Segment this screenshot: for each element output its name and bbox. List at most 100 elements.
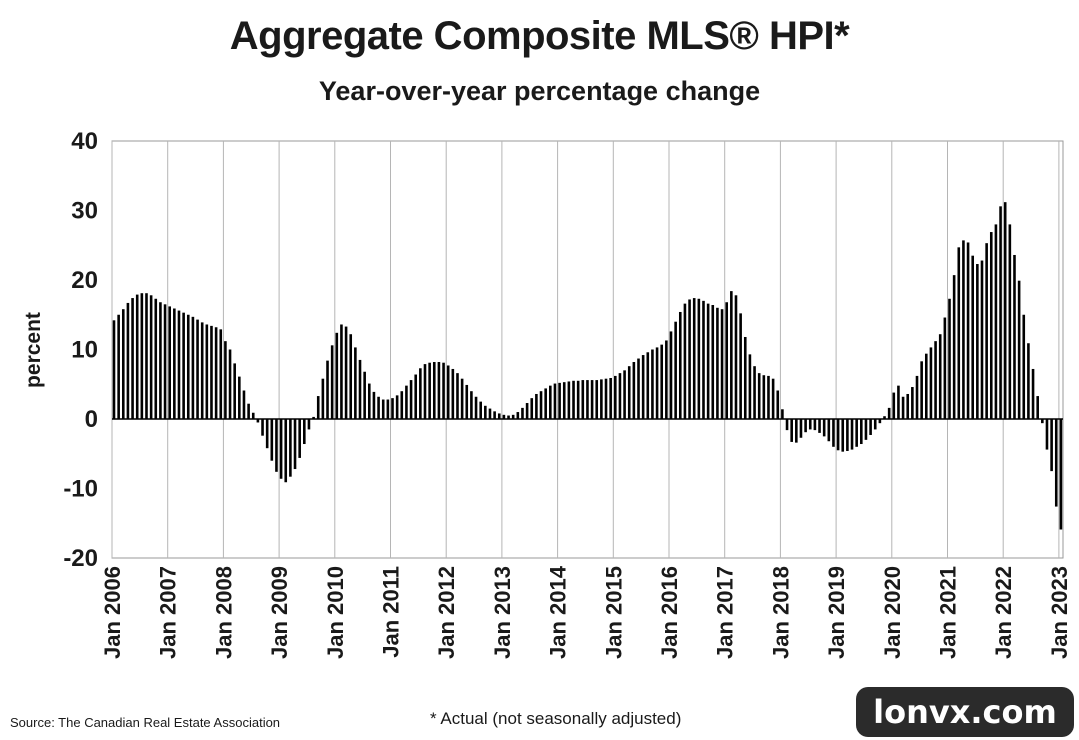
bar <box>400 391 404 419</box>
bar <box>938 334 942 419</box>
bar <box>646 352 650 419</box>
bar <box>665 340 668 419</box>
bar <box>177 310 181 419</box>
bar <box>303 419 306 445</box>
bar <box>479 401 482 419</box>
bar <box>265 419 269 449</box>
bar <box>869 419 872 435</box>
bar <box>386 399 390 419</box>
bar <box>377 396 380 419</box>
bar <box>391 398 394 419</box>
bar <box>497 413 501 419</box>
bar <box>535 393 538 419</box>
bar <box>186 314 190 419</box>
bar <box>757 373 761 419</box>
bar <box>785 419 789 431</box>
bar <box>1050 419 1053 472</box>
bar <box>887 407 891 419</box>
bar <box>312 416 315 419</box>
bar <box>238 376 241 419</box>
bar <box>576 380 580 419</box>
bar <box>1054 419 1058 507</box>
bar <box>748 354 752 419</box>
x-tick-label: Jan 2019 <box>824 566 849 659</box>
bar <box>516 412 520 419</box>
bar <box>219 329 223 419</box>
bar <box>627 366 631 419</box>
bar <box>860 419 863 445</box>
bar <box>251 412 255 419</box>
bar <box>521 407 524 419</box>
x-tick-label: Jan 2007 <box>156 566 181 659</box>
watermark-logo: lonvx.com <box>856 687 1074 737</box>
bar <box>437 362 441 419</box>
bar <box>414 374 418 419</box>
bar <box>688 299 691 419</box>
bar <box>242 390 246 419</box>
bar <box>562 382 566 419</box>
bar <box>1036 396 1039 419</box>
bar <box>920 361 923 419</box>
bar <box>256 419 260 423</box>
bar <box>609 377 612 419</box>
bar <box>135 294 139 419</box>
bar <box>962 240 965 419</box>
bar <box>233 363 236 419</box>
bar <box>502 414 506 419</box>
x-tick-label: Jan 2021 <box>936 566 961 659</box>
bar <box>474 396 478 419</box>
bar <box>511 414 515 419</box>
bar <box>683 303 687 419</box>
bar <box>358 359 362 419</box>
bar <box>446 365 450 419</box>
bar <box>660 344 664 419</box>
bar <box>200 322 204 419</box>
source-note: Source: The Canadian Real Estate Associa… <box>10 715 281 730</box>
y-tick-label: 40 <box>71 128 98 155</box>
bar <box>1041 419 1044 424</box>
bar <box>623 370 626 419</box>
bar <box>395 395 399 419</box>
bar <box>734 295 738 419</box>
bar <box>131 298 134 419</box>
bar <box>971 255 975 419</box>
bar <box>1031 368 1035 419</box>
bar <box>720 309 724 419</box>
bar <box>632 362 636 419</box>
bar <box>692 298 696 419</box>
x-tick-label: Jan 2010 <box>323 566 348 659</box>
bar <box>934 341 937 419</box>
y-tick-label: 30 <box>71 198 98 225</box>
bar <box>335 332 339 419</box>
bar <box>1059 419 1063 530</box>
bar <box>419 368 422 419</box>
bar <box>1003 202 1007 419</box>
bar <box>279 419 283 479</box>
y-tick-label: 10 <box>71 337 98 364</box>
x-tick-label: Jan 2013 <box>490 566 515 659</box>
bar <box>154 298 158 419</box>
bar <box>702 300 705 419</box>
bar <box>836 419 840 451</box>
x-tick-label: Jan 2017 <box>713 566 738 659</box>
bar <box>210 325 213 419</box>
bar <box>897 385 900 419</box>
bar <box>586 380 589 419</box>
bar <box>725 302 728 419</box>
bar <box>911 387 914 419</box>
bar <box>567 381 571 419</box>
bar <box>530 398 534 419</box>
bar <box>1017 280 1021 419</box>
x-tick-label: Jan 2012 <box>434 566 459 659</box>
bar <box>126 302 130 419</box>
bar <box>289 419 292 477</box>
bar <box>855 419 858 447</box>
bar <box>804 419 807 433</box>
bar <box>149 295 153 419</box>
bar <box>711 305 715 419</box>
footnote: * Actual (not seasonally adjusted) <box>430 709 682 728</box>
bar <box>270 419 274 461</box>
bar <box>771 378 775 419</box>
bar <box>943 317 947 419</box>
bar <box>892 392 896 419</box>
